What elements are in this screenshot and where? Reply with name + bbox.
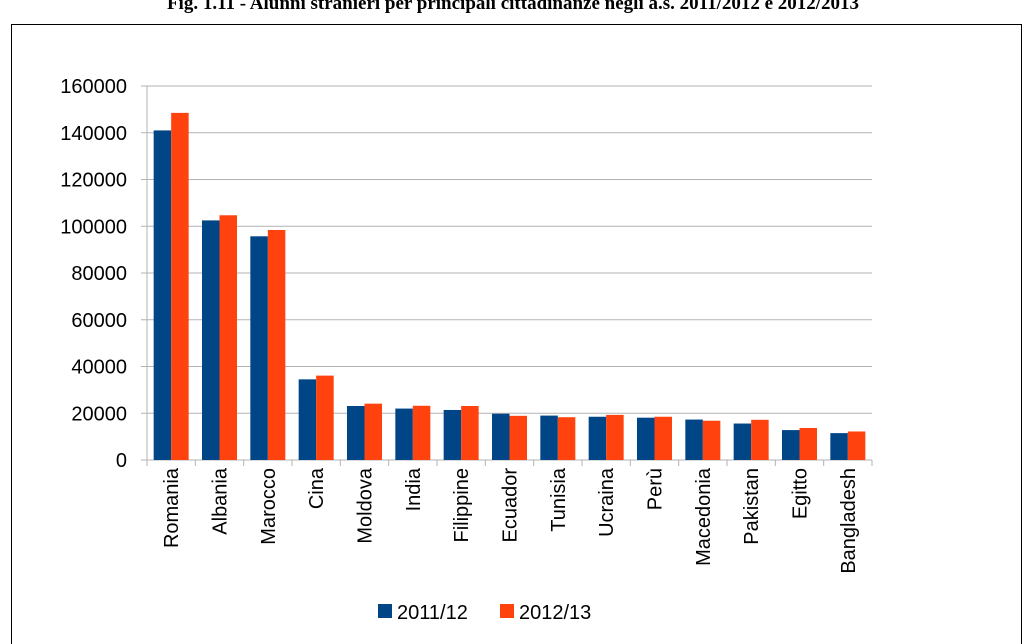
bar-2011-12-ucraina [588, 416, 607, 460]
bar-2012-13-romania [171, 112, 189, 460]
bar-2012-13-ecuador [509, 415, 527, 460]
bar-2012-13-marocco [267, 229, 286, 460]
bar-2011-12-perù [637, 417, 655, 460]
x-tick-label: Pakistan [741, 468, 763, 545]
y-tick-label: 120000 [60, 170, 127, 192]
x-tick-label: Cina [306, 467, 328, 509]
bar-2012-13-perù [654, 416, 672, 460]
x-tick-label: India [403, 467, 425, 511]
x-tick-label: Albania [210, 467, 232, 535]
x-tick-label: Romania [161, 467, 183, 548]
y-tick-label: 60000 [71, 310, 127, 332]
x-tick-label: Ucraina [596, 467, 618, 537]
bar-2011-12-bangladesh [830, 433, 848, 460]
bar-2012-13-pakistan [751, 419, 769, 460]
figure-title: Fig. 1.11 - Alunni stranieri per princip… [166, 0, 860, 14]
bar-2012-13-macedonia [702, 420, 721, 460]
x-tick-label: Moldova [355, 467, 377, 543]
chart-frame [11, 24, 1022, 644]
x-tick-label: Tunisia [548, 467, 570, 532]
bar-2012-13-albania [219, 215, 237, 460]
bar-2011-12-tunisia [540, 415, 558, 460]
bar-2011-12-moldova [347, 406, 365, 460]
x-tick-label: Perù [645, 468, 667, 510]
bar-2012-13-bangladesh [847, 431, 866, 460]
legend-label: 2011/12 [397, 602, 468, 624]
bar-2011-12-marocco [250, 236, 268, 460]
legend-swatch [500, 604, 514, 618]
bar-2011-12-india [395, 408, 413, 460]
bar-2011-12-cina [298, 379, 317, 460]
legend-label: 2012/13 [519, 602, 591, 624]
bar-2011-12-albania [202, 220, 220, 460]
y-tick-label: 40000 [71, 357, 127, 379]
y-tick-label: 0 [116, 450, 127, 472]
bar-2012-13-cina [316, 375, 334, 460]
bar-2011-12-filippine [443, 409, 462, 460]
y-tick-label: 160000 [60, 76, 127, 98]
x-tick-label: Filippine [451, 468, 473, 542]
y-tick-label: 80000 [71, 263, 127, 285]
bar-2012-13-tunisia [557, 417, 576, 460]
bar-2012-13-ucraina [606, 414, 624, 460]
x-tick-label: Egitto [790, 468, 812, 519]
x-tick-label: Macedonia [693, 467, 715, 566]
bar-2012-13-india [412, 405, 431, 460]
x-tick-label: Marocco [258, 468, 280, 545]
bar-2012-13-filippine [461, 406, 479, 460]
bar-2011-12-ecuador [492, 413, 510, 460]
x-tick-label: Ecuador [500, 468, 522, 543]
bar-2012-13-moldova [364, 403, 382, 460]
legend-swatch [378, 604, 392, 618]
x-tick-label: Bangladesh [838, 468, 860, 574]
y-tick-label: 140000 [60, 123, 127, 145]
bar-2012-13-egitto [799, 427, 817, 460]
bar-2011-12-egitto [782, 430, 800, 460]
bar-2011-12-macedonia [685, 419, 703, 460]
bar-2011-12-romania [153, 130, 172, 460]
bar-2011-12-pakistan [733, 423, 752, 460]
y-tick-label: 20000 [71, 403, 127, 425]
y-tick-label: 100000 [60, 216, 127, 238]
